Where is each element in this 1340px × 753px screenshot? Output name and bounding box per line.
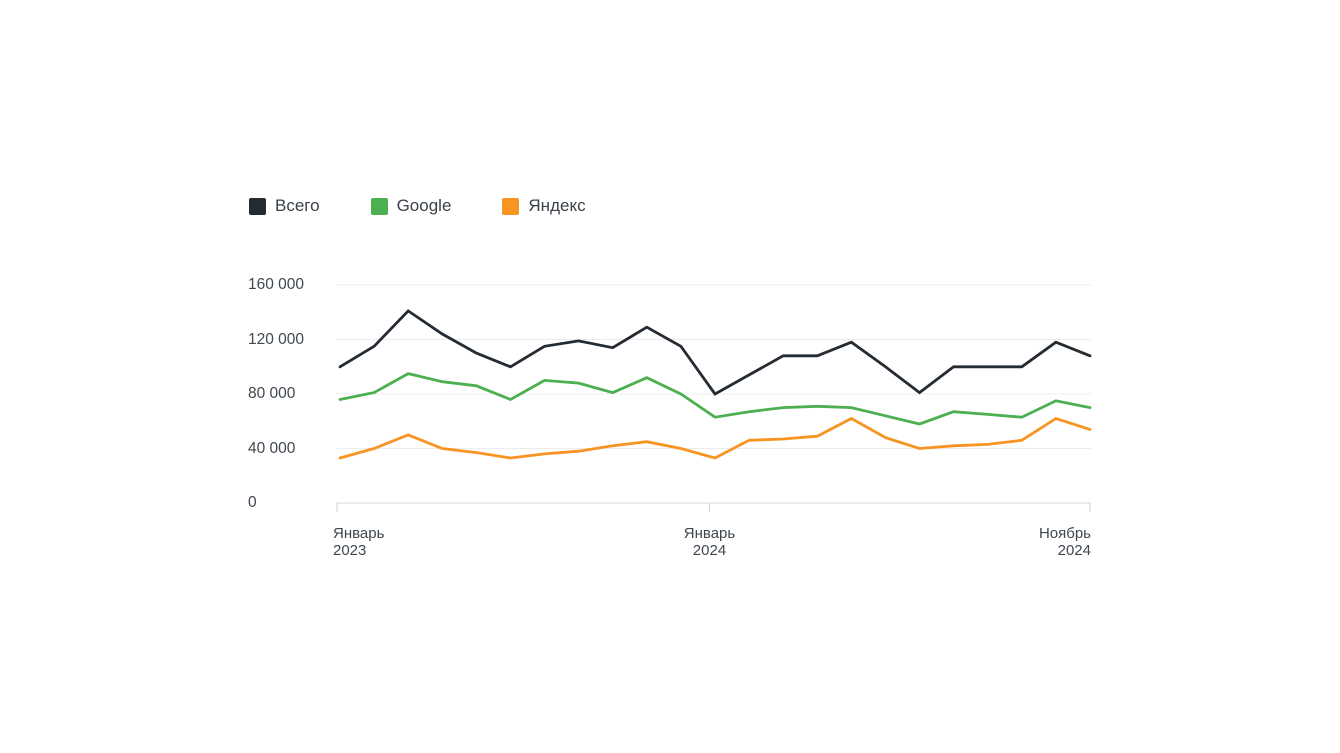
legend-item-google[interactable]: Google <box>370 196 452 216</box>
x-axis-label: Январь 2024 <box>683 525 736 559</box>
x-axis-label: Январь 2023 <box>333 525 385 559</box>
legend-item-яндекс[interactable]: Яндекс <box>502 196 586 216</box>
legend-color-swatch <box>370 197 388 215</box>
y-axis-label: 80 000 <box>248 385 296 402</box>
series-line-google <box>338 372 1092 426</box>
series-line-total <box>338 309 1092 396</box>
legend-color-swatch <box>502 197 520 215</box>
series-line-яндекс <box>338 416 1092 460</box>
y-axis-label: 40 000 <box>248 439 296 457</box>
chart-plot-area <box>336 284 1092 516</box>
x-axis-label: Ноябрь 2024 <box>1038 525 1091 559</box>
legend-label: Яндекс <box>528 196 586 215</box>
chart-svg <box>336 284 1092 512</box>
legend-label: Всего <box>275 196 320 215</box>
y-axis-label: 0 <box>248 494 257 511</box>
x-axis-label-line: Январь <box>333 525 385 542</box>
y-axis-label: 120 000 <box>248 330 305 348</box>
legend-item-total[interactable]: Всего <box>249 196 320 216</box>
x-axis-label-line: Январь <box>683 525 736 542</box>
x-axis-label-line: 2024 <box>1057 541 1091 559</box>
chart-legend: Всего Google Яндекс <box>249 196 586 216</box>
x-axis-label-line: 2024 <box>692 541 727 559</box>
legend-label: Google <box>396 196 452 215</box>
legend-color-swatch <box>249 197 266 215</box>
y-axis-label: 160 000 <box>248 276 305 293</box>
x-axis-label-line: 2023 <box>333 541 367 559</box>
x-axis-label-line: Ноябрь <box>1038 525 1091 542</box>
